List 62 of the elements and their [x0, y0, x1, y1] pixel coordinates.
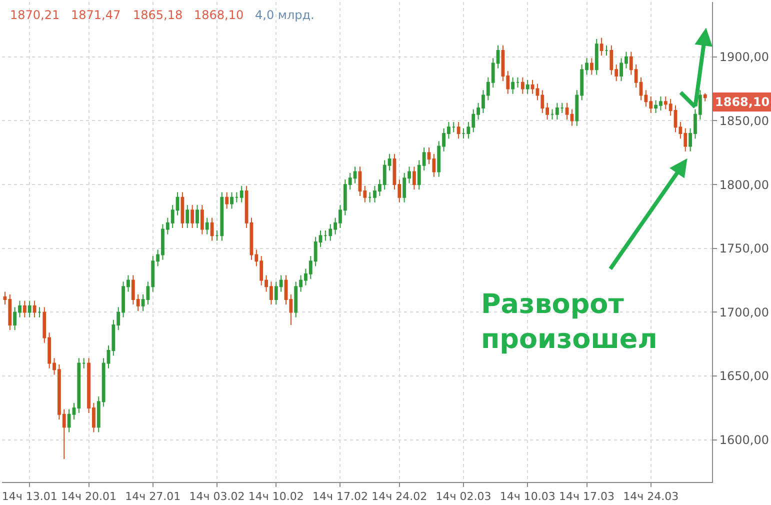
x-tick-label: 14ч 03.02 — [189, 490, 245, 504]
candlestick — [225, 192, 229, 210]
candlestick — [594, 38, 598, 76]
candlestick — [412, 166, 416, 190]
candlestick — [230, 192, 234, 210]
candlestick — [190, 204, 194, 228]
candlestick — [28, 300, 32, 318]
x-tick-label: 14ч 10.02 — [248, 490, 304, 504]
candlestick — [22, 300, 26, 318]
candlestick — [530, 79, 534, 94]
candlestick — [368, 192, 372, 203]
candlestick — [452, 122, 456, 133]
candlestick — [186, 204, 190, 228]
candlestick — [456, 122, 460, 140]
x-tick-label: 14ч 24.03 — [623, 490, 679, 504]
candlestick — [703, 92, 707, 102]
y-tick-label: 1800,00 — [719, 178, 770, 192]
x-tick-label: 14ч 02.03 — [436, 490, 492, 504]
candlestick — [555, 102, 559, 120]
candlestick — [516, 76, 520, 88]
candlestick — [604, 44, 608, 56]
candlestick — [240, 185, 244, 203]
y-tick-label: 1700,00 — [719, 305, 770, 320]
x-tick-label: 14ч 27.01 — [125, 490, 181, 504]
x-tick-label: 14ч 10.03 — [500, 490, 556, 504]
x-tick-label: 14ч 13.01 — [2, 490, 58, 504]
annotation: 1871,47 — [71, 8, 121, 22]
candlestick — [215, 230, 219, 242]
candlestick — [511, 76, 515, 94]
candlestick — [560, 102, 564, 114]
y-tick-label: 1900,00 — [719, 50, 770, 64]
candlestick — [550, 108, 554, 120]
candlestick — [82, 358, 86, 369]
candlestick — [462, 128, 466, 140]
candlestick — [180, 192, 184, 228]
candlestick — [210, 217, 214, 242]
candlestick — [526, 79, 530, 94]
annotation: 1868,10 — [194, 8, 244, 22]
x-tick-label: 14ч 24.02 — [372, 490, 428, 504]
candlestick — [600, 37, 604, 56]
candlestick — [205, 217, 209, 235]
candlestick — [234, 192, 238, 203]
y-tick-label: 1650,00 — [719, 369, 770, 384]
annotation: 1865,18 — [133, 8, 183, 22]
x-tick-label: 14ч 20.01 — [61, 490, 117, 504]
candlestick — [32, 300, 36, 318]
candlestick — [200, 204, 204, 235]
annotation: 4,0 млрд. — [255, 8, 314, 22]
annotation: 1870,21 — [10, 8, 60, 22]
candlestick — [324, 230, 328, 242]
candlestick — [520, 76, 524, 94]
x-tick-label: 14ч 17.03 — [559, 490, 615, 504]
y-tick-label: 1850,00 — [719, 114, 770, 128]
y-tick-label: 1750,00 — [719, 242, 770, 256]
annotation: Разворот произошел — [481, 289, 658, 356]
text: 1868,10 — [715, 95, 770, 109]
candlestick — [196, 204, 199, 228]
y-tick-label: 1600,00 — [719, 433, 770, 448]
candlestick — [220, 192, 224, 242]
x-tick-label: 14ч 17.02 — [312, 490, 368, 504]
candlestick — [590, 58, 594, 76]
candlestick — [38, 306, 42, 318]
